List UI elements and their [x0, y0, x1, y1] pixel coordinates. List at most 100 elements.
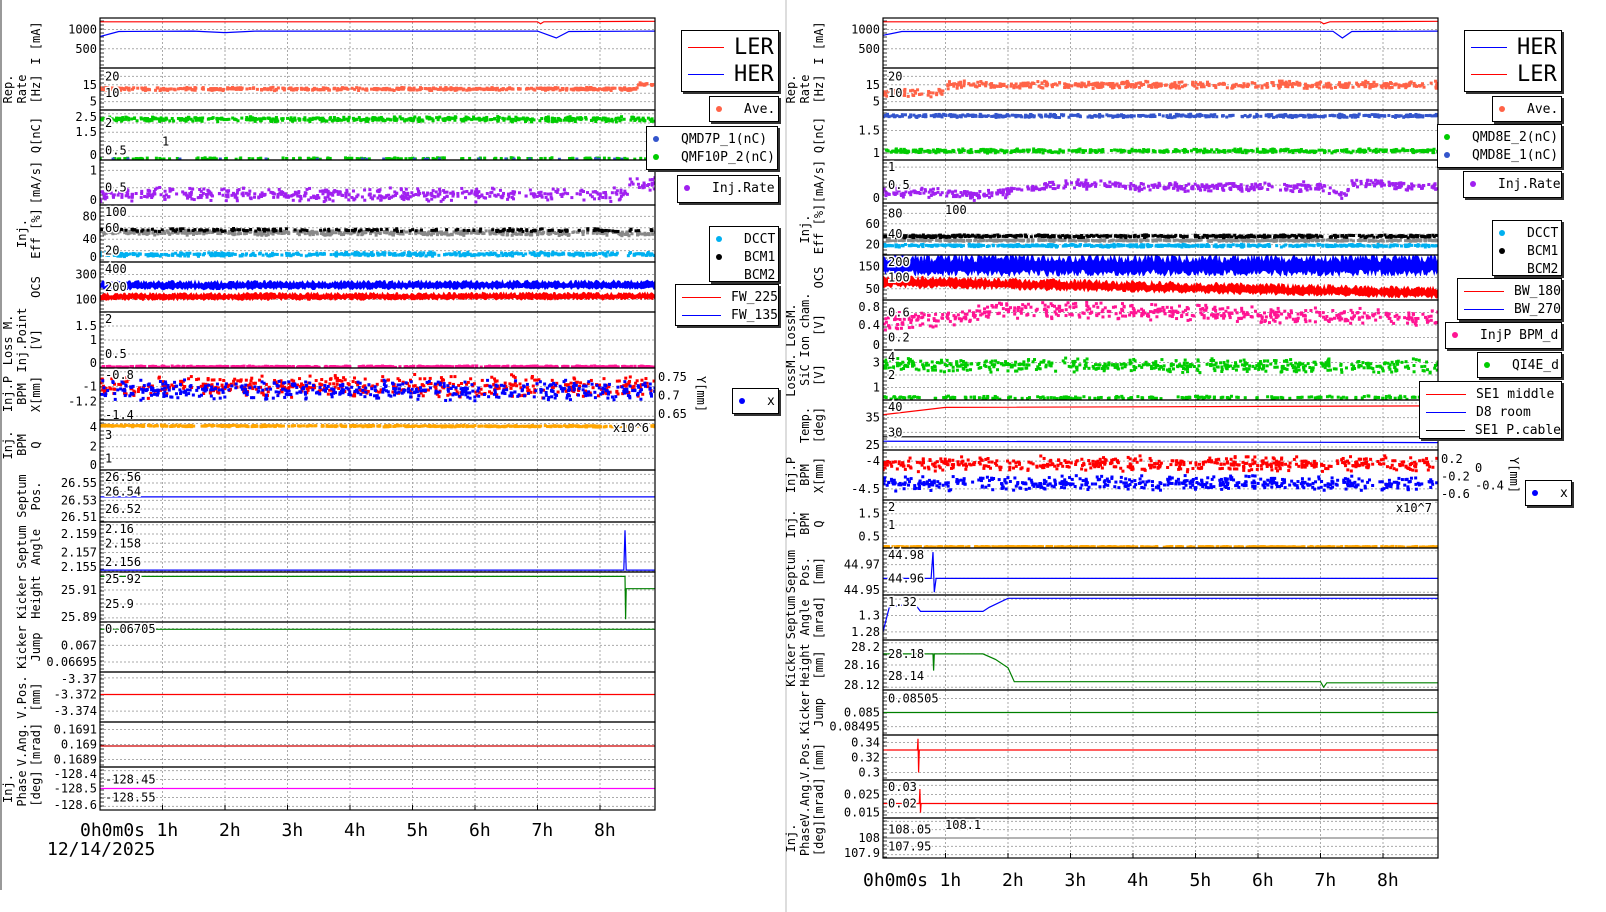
data-point [405, 193, 409, 197]
y-tick-label: -1 [83, 380, 97, 394]
data-point [274, 88, 278, 92]
data-point [328, 156, 332, 160]
y-tick-label: 0 [90, 193, 97, 207]
data-point [454, 231, 458, 235]
data-point [372, 365, 376, 368]
data-point [184, 393, 188, 397]
data-point [137, 387, 141, 391]
data-point [287, 252, 291, 256]
data-point [652, 379, 655, 383]
data-point [460, 364, 464, 368]
data-point [355, 388, 359, 392]
data-point [363, 384, 367, 388]
data-point [601, 232, 605, 236]
data-point [457, 364, 461, 368]
data-point [126, 157, 130, 160]
data-point [304, 86, 308, 90]
data-point [596, 425, 600, 429]
data-point [370, 251, 374, 255]
data-point [383, 379, 387, 383]
data-point [314, 197, 318, 201]
data-point [164, 394, 168, 398]
data-point [330, 119, 334, 123]
data-point [420, 383, 424, 387]
data-point [611, 364, 615, 368]
data-point [646, 385, 650, 389]
data-point [466, 395, 470, 399]
data-point [493, 379, 497, 383]
data-point [230, 252, 234, 256]
data-point [252, 424, 256, 428]
data-point [397, 387, 401, 391]
data-point [630, 180, 634, 184]
data-point [354, 118, 358, 122]
data-point [212, 424, 216, 428]
data-point [464, 115, 468, 119]
data-point [622, 117, 626, 121]
data-point [616, 365, 620, 368]
data-point [457, 250, 461, 254]
data-point [479, 87, 483, 91]
data-point [363, 231, 367, 235]
data-point [364, 119, 368, 123]
data-point [409, 252, 413, 256]
data-point [339, 389, 343, 393]
data-point [109, 191, 113, 195]
data-point [266, 231, 270, 235]
data-point [453, 375, 457, 379]
data-point [410, 191, 414, 195]
data-point [625, 157, 629, 160]
data-point [586, 382, 590, 386]
data-point [404, 365, 408, 368]
data-point [468, 391, 472, 395]
data-point [564, 389, 568, 393]
data-point [377, 424, 381, 428]
data-point [530, 374, 534, 378]
data-point [218, 378, 222, 382]
data-point [100, 197, 102, 201]
data-point [324, 389, 328, 393]
data-point [321, 189, 325, 193]
data-point [364, 390, 368, 394]
data-point [402, 388, 406, 392]
y-axis-label: Q[nC] [29, 117, 43, 153]
data-point [597, 117, 601, 121]
data-point [106, 187, 110, 191]
data-point [612, 398, 616, 402]
data-point [555, 393, 559, 397]
data-point [638, 390, 642, 394]
data-point [234, 157, 238, 160]
data-point [392, 88, 396, 92]
data-point [217, 365, 221, 368]
data-point [648, 387, 652, 391]
data-point [648, 188, 652, 192]
data-point [340, 232, 344, 236]
data-point [628, 229, 632, 233]
data-point [381, 251, 385, 255]
data-point [199, 195, 203, 199]
data-point [364, 365, 368, 368]
data-point [412, 157, 416, 160]
data-point [510, 251, 514, 255]
data-point [123, 389, 127, 393]
data-point [437, 157, 441, 160]
data-point [120, 227, 124, 231]
data-point [421, 157, 425, 160]
data-point [506, 424, 510, 428]
data-point [168, 119, 172, 123]
data-point [189, 117, 193, 121]
data-point [341, 194, 345, 198]
data-point [285, 227, 289, 231]
data-point [524, 365, 528, 368]
data-point [402, 253, 406, 257]
data-point [356, 233, 360, 237]
data-point [223, 231, 227, 235]
data-point [488, 194, 492, 198]
data-point [145, 388, 149, 392]
data-point [134, 157, 138, 160]
data-point [224, 118, 228, 122]
data-point [511, 254, 515, 258]
data-point [398, 115, 402, 119]
data-point [444, 86, 448, 90]
data-point [382, 230, 386, 234]
